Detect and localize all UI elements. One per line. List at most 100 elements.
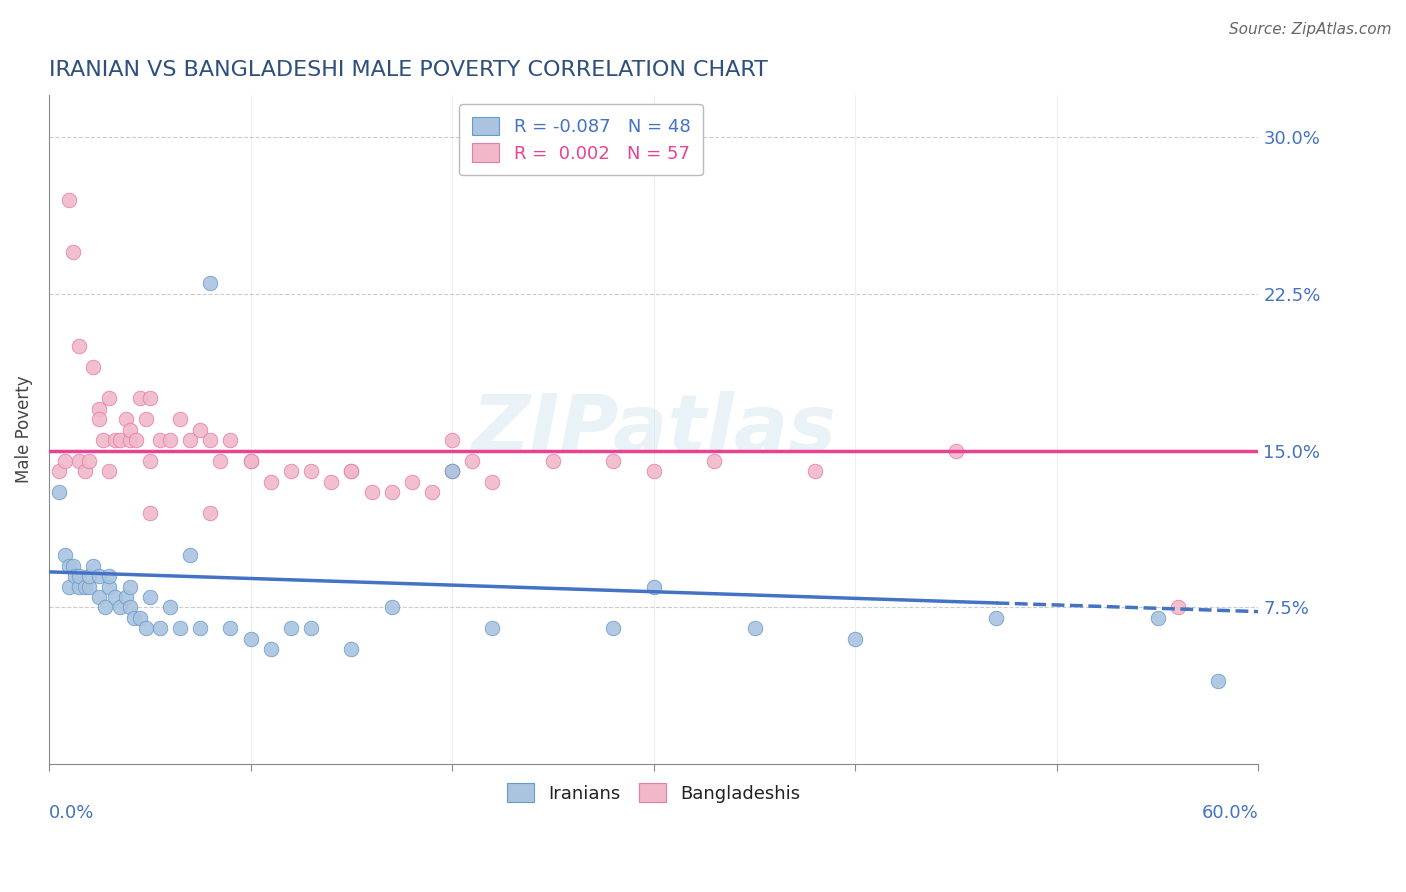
Point [159,600,181,615]
Point [541,454,564,468]
Point [1167,600,1189,615]
Point [139,454,162,468]
Text: 0.0%: 0.0% [49,805,94,822]
Point [75,580,97,594]
Point [89,401,111,416]
Point [381,485,404,500]
Point [67,569,90,583]
Point [114,590,136,604]
Point [135,412,157,426]
Point [53,454,76,468]
Point [62,558,84,573]
Point [219,433,242,447]
Point [179,548,201,562]
Point [124,433,146,447]
Point [280,465,302,479]
Point [82,558,104,573]
Point [340,465,363,479]
Point [128,392,150,406]
Text: IRANIAN VS BANGLADESHI MALE POVERTY CORRELATION CHART: IRANIAN VS BANGLADESHI MALE POVERTY CORR… [49,60,768,79]
Point [188,621,211,635]
Point [104,590,127,604]
Point [260,475,283,489]
Point [209,454,232,468]
Point [169,621,191,635]
Point [149,621,172,635]
Point [299,621,322,635]
Point [98,580,121,594]
Point [67,454,90,468]
Point [48,485,70,500]
Point [360,485,382,500]
Point [945,443,967,458]
Point [67,580,90,594]
Point [420,485,443,500]
Point [139,392,162,406]
Y-axis label: Male Poverty: Male Poverty [15,376,32,483]
Point [128,611,150,625]
Point [67,339,90,353]
Point [703,454,725,468]
Point [643,580,665,594]
Point [62,244,84,259]
Point [441,465,464,479]
Point [643,465,665,479]
Point [280,621,302,635]
Point [340,642,363,657]
Point [804,465,827,479]
Point [89,569,111,583]
Point [75,465,97,479]
Point [104,433,127,447]
Point [53,548,76,562]
Point [239,454,262,468]
Point [179,433,201,447]
Point [108,433,131,447]
Point [481,475,503,489]
Point [114,412,136,426]
Point [58,558,80,573]
Point [79,569,101,583]
Point [94,600,117,615]
Point [1146,611,1168,625]
Point [340,465,363,479]
Point [79,580,101,594]
Point [139,506,162,520]
Point [58,193,80,207]
Point [98,569,121,583]
Point [441,465,464,479]
Point [844,632,866,646]
Point [401,475,423,489]
Text: 60.0%: 60.0% [1202,805,1258,822]
Point [98,392,121,406]
Point [381,600,404,615]
Point [239,632,262,646]
Point [139,590,162,604]
Point [63,569,86,583]
Point [89,412,111,426]
Point [602,621,624,635]
Point [986,611,1008,625]
Point [159,433,181,447]
Point [321,475,343,489]
Point [461,454,484,468]
Point [135,621,157,635]
Point [260,642,283,657]
Text: Source: ZipAtlas.com: Source: ZipAtlas.com [1229,22,1392,37]
Point [602,454,624,468]
Point [239,454,262,468]
Point [299,465,322,479]
Point [122,611,145,625]
Point [79,454,101,468]
Point [108,600,131,615]
Point [58,580,80,594]
Point [200,433,222,447]
Point [481,621,503,635]
Legend: Iranians, Bangladeshis: Iranians, Bangladeshis [495,771,813,815]
Point [744,621,766,635]
Point [48,465,70,479]
Point [169,412,191,426]
Point [188,423,211,437]
Point [118,580,141,594]
Point [1206,673,1229,688]
Point [118,600,141,615]
